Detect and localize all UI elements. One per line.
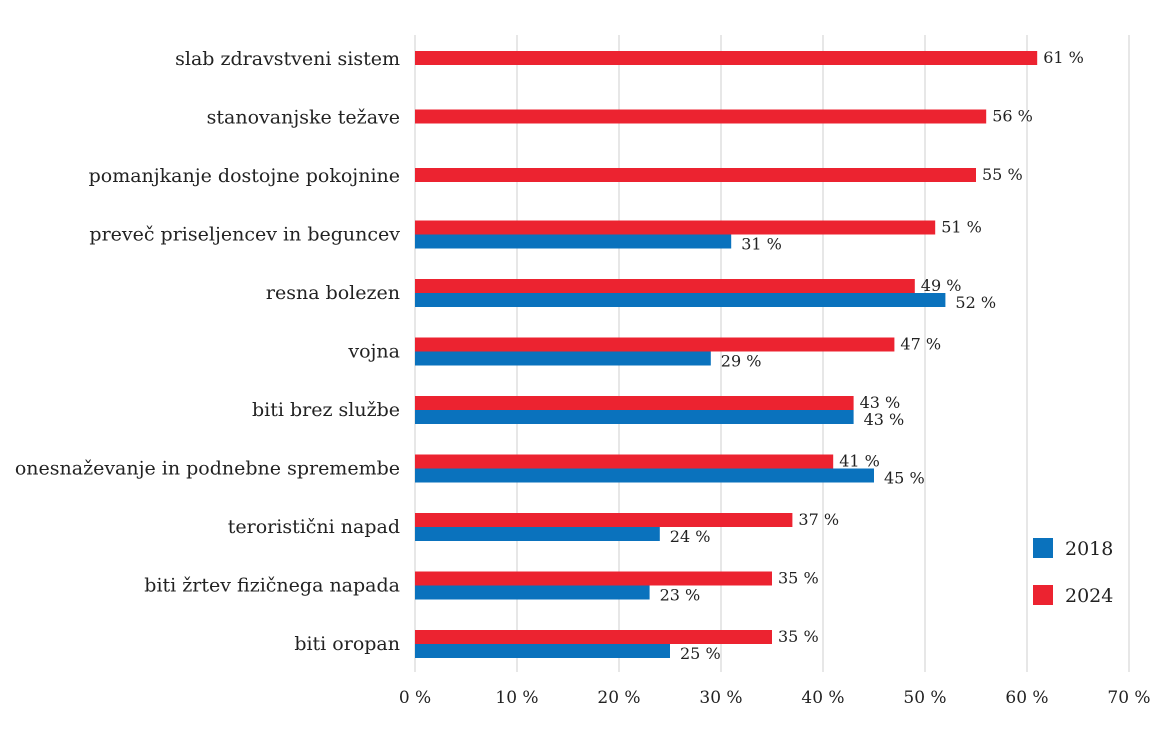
bar-2018 [415,468,874,483]
data-label-2024: 37 % [798,510,839,529]
bar-2024 [415,630,772,644]
category-labels: slab zdravstveni sistem stanovanjske teža… [15,48,400,655]
category-label: stanovanjske težave [207,107,400,129]
category-label: onesnaževanje in podnebne spremembe [15,458,400,480]
data-label-2018: 29 % [721,352,762,371]
bar-2018 [415,351,711,366]
data-label-2018: 24 % [670,527,711,546]
bar-2024 [415,454,834,469]
bars [415,51,1038,658]
category-label: biti brez službe [252,399,400,421]
x-tick-label: 50 % [903,688,946,708]
legend-label-2018: 2018 [1065,538,1113,560]
data-label-2018: 23 % [660,586,701,605]
category-label: biti žrtev fizičnega napada [144,575,400,597]
bar-2018 [415,644,670,658]
x-tick-label: 60 % [1005,688,1048,708]
data-label-2018: 52 % [955,293,996,312]
data-label-2024: 55 % [982,165,1023,184]
data-label-2018: 45 % [884,469,925,488]
data-label-2024: 35 % [778,627,819,646]
data-label-2024: 61 % [1043,48,1084,67]
data-label-2024: 35 % [778,569,819,588]
data-label-2024: 47 % [900,335,941,354]
data-label-2018: 25 % [680,644,721,663]
bar-2018 [415,527,660,541]
data-label-2024: 43 % [860,393,901,412]
bar-2024 [415,279,915,293]
data-label-2024: 49 % [921,276,962,295]
legend-swatch-2024 [1033,585,1053,605]
bar-2024 [415,220,936,235]
category-label: teroristični napad [228,516,400,538]
x-tick-label: 10 % [495,688,538,708]
bar-2018 [415,410,854,424]
x-tick-label: 30 % [699,688,742,708]
bar-2018 [415,293,946,307]
x-tick-label: 0 % [399,688,431,708]
x-tick-label: 40 % [801,688,844,708]
category-label: pomanjkanje dostojne pokojnine [89,165,400,187]
bar-2024 [415,337,895,352]
category-label: vojna [347,341,400,363]
x-tick-label: 20 % [597,688,640,708]
data-label-2018: 31 % [741,235,782,254]
legend-swatch-2018 [1033,538,1053,558]
data-label-2024: 51 % [941,218,982,237]
category-label: resna bolezen [266,282,400,304]
category-label: biti oropan [294,633,400,655]
x-tick-label: 70 % [1107,688,1150,708]
legend: 2018 2024 [1033,538,1113,607]
legend-label-2024: 2024 [1065,585,1113,607]
data-label-2018: 43 % [864,410,905,429]
category-label: preveč priseljencev in beguncev [89,224,400,246]
bar-2024 [415,51,1038,65]
bar-2018 [415,585,650,600]
category-label: slab zdravstveni sistem [175,48,400,70]
x-axis-ticks: 0 % 10 % 20 % 30 % 40 % 50 % 60 % 70 % [399,688,1151,708]
data-label-2024: 56 % [992,107,1033,126]
data-labels: 61 % 56 % 55 % 51 % 31 % 49 %52 % 47 % 29 % 43 %… [660,48,1084,663]
bar-2024 [415,571,772,586]
bar-2024 [415,513,793,527]
bar-2024 [415,168,976,182]
data-label-2024: 41 % [839,452,880,471]
bar-2024 [415,396,854,410]
bar-2018 [415,234,732,249]
bar-2024 [415,109,987,124]
